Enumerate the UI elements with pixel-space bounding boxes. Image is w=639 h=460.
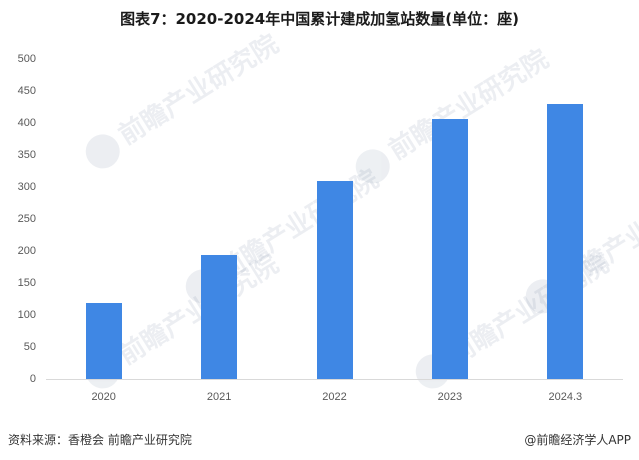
y-tick-label: 150	[17, 277, 36, 289]
y-tick-label: 50	[23, 341, 36, 353]
credit-note: @前瞻经济学人APP	[524, 433, 631, 447]
y-tick-label: 100	[17, 309, 36, 321]
x-tick-label: 2024.3	[548, 391, 583, 403]
watermark-text: 前瞻产业研究院	[383, 44, 555, 167]
watermark-text: 前瞻产业研究院	[113, 29, 285, 152]
bar-2021	[201, 255, 238, 379]
x-axis-line	[46, 379, 623, 380]
bar-2022	[316, 180, 353, 379]
chart-title: 图表7：2020-2024年中国累计建成加氢站数量(单位：座)	[120, 10, 519, 28]
bar-2024.3	[547, 103, 584, 379]
bar-2020	[85, 303, 122, 379]
y-tick-label: 250	[17, 213, 36, 225]
bar-2023	[431, 118, 468, 379]
y-tick-label: 200	[17, 245, 36, 257]
y-tick-label: 350	[17, 149, 36, 161]
x-tick-label: 2021	[206, 391, 232, 403]
watermark-text: 前瞻产业研究院	[113, 249, 285, 372]
watermark-logo-icon	[349, 142, 396, 190]
y-tick-label: 300	[17, 181, 36, 193]
watermark: 前瞻产业研究院	[77, 24, 286, 175]
source-note: 资料来源：香橙会 前瞻产业研究院	[8, 433, 192, 447]
x-tick-label: 2022	[322, 391, 347, 403]
watermark-text: 前瞻产业研究院	[443, 249, 615, 372]
x-tick-label: 2023	[437, 391, 463, 403]
y-tick-label: 400	[17, 117, 36, 129]
y-tick-label: 450	[17, 85, 36, 97]
y-tick-label: 500	[17, 53, 36, 65]
watermark-logo-icon	[79, 127, 126, 175]
x-tick-label: 2020	[91, 391, 116, 403]
y-tick-label: 0	[29, 373, 36, 385]
watermark-text: 前瞻产业研究院	[213, 164, 385, 287]
